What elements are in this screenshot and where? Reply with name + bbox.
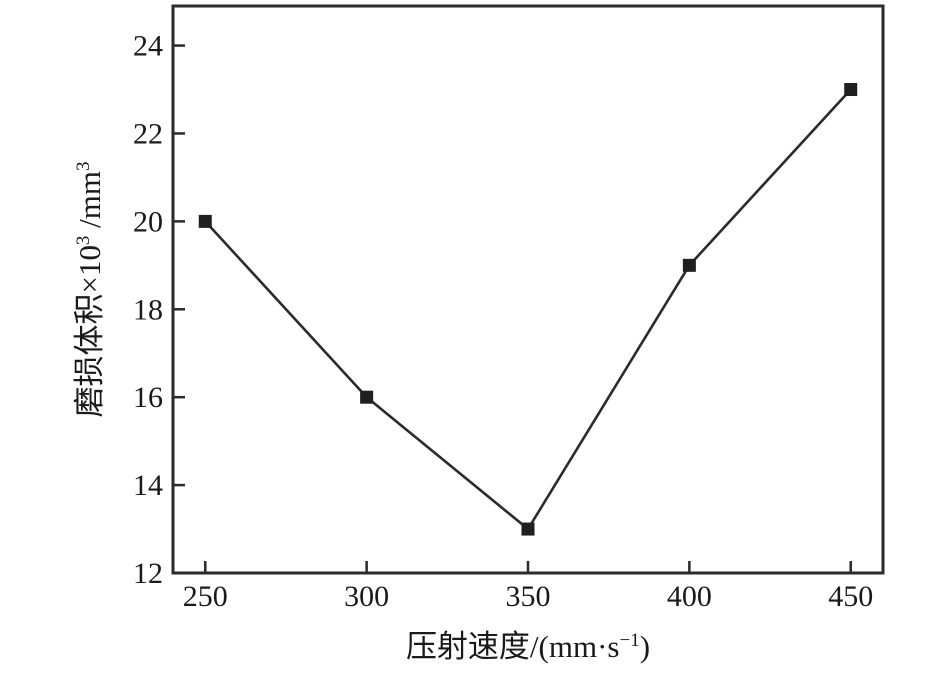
y-tick-label: 18 (133, 293, 163, 326)
data-point-marker (521, 522, 535, 536)
y-tick-label: 22 (133, 117, 163, 150)
plot-frame (171, 4, 885, 575)
data-point-marker (844, 83, 858, 97)
y-tick-label: 16 (133, 381, 163, 414)
x-tick-label: 300 (344, 580, 389, 613)
x-tick-label: 250 (183, 580, 228, 613)
y-axis-title: 磨损体积×103 /mm3 (72, 161, 107, 417)
y-tick-label: 14 (133, 469, 163, 502)
y-tick-label: 20 (133, 205, 163, 238)
data-point-marker (682, 258, 696, 272)
y-tick-label: 24 (133, 30, 163, 63)
x-axis-title: 压射速度/(mm·s−1) (406, 629, 650, 664)
x-tick-label: 350 (506, 580, 551, 613)
data-point-marker (360, 390, 374, 404)
data-line (204, 88, 852, 531)
x-tick-label: 450 (828, 580, 873, 613)
x-tick-label: 400 (667, 580, 712, 613)
y-tick-label: 12 (133, 557, 163, 590)
data-point-marker (198, 214, 212, 228)
